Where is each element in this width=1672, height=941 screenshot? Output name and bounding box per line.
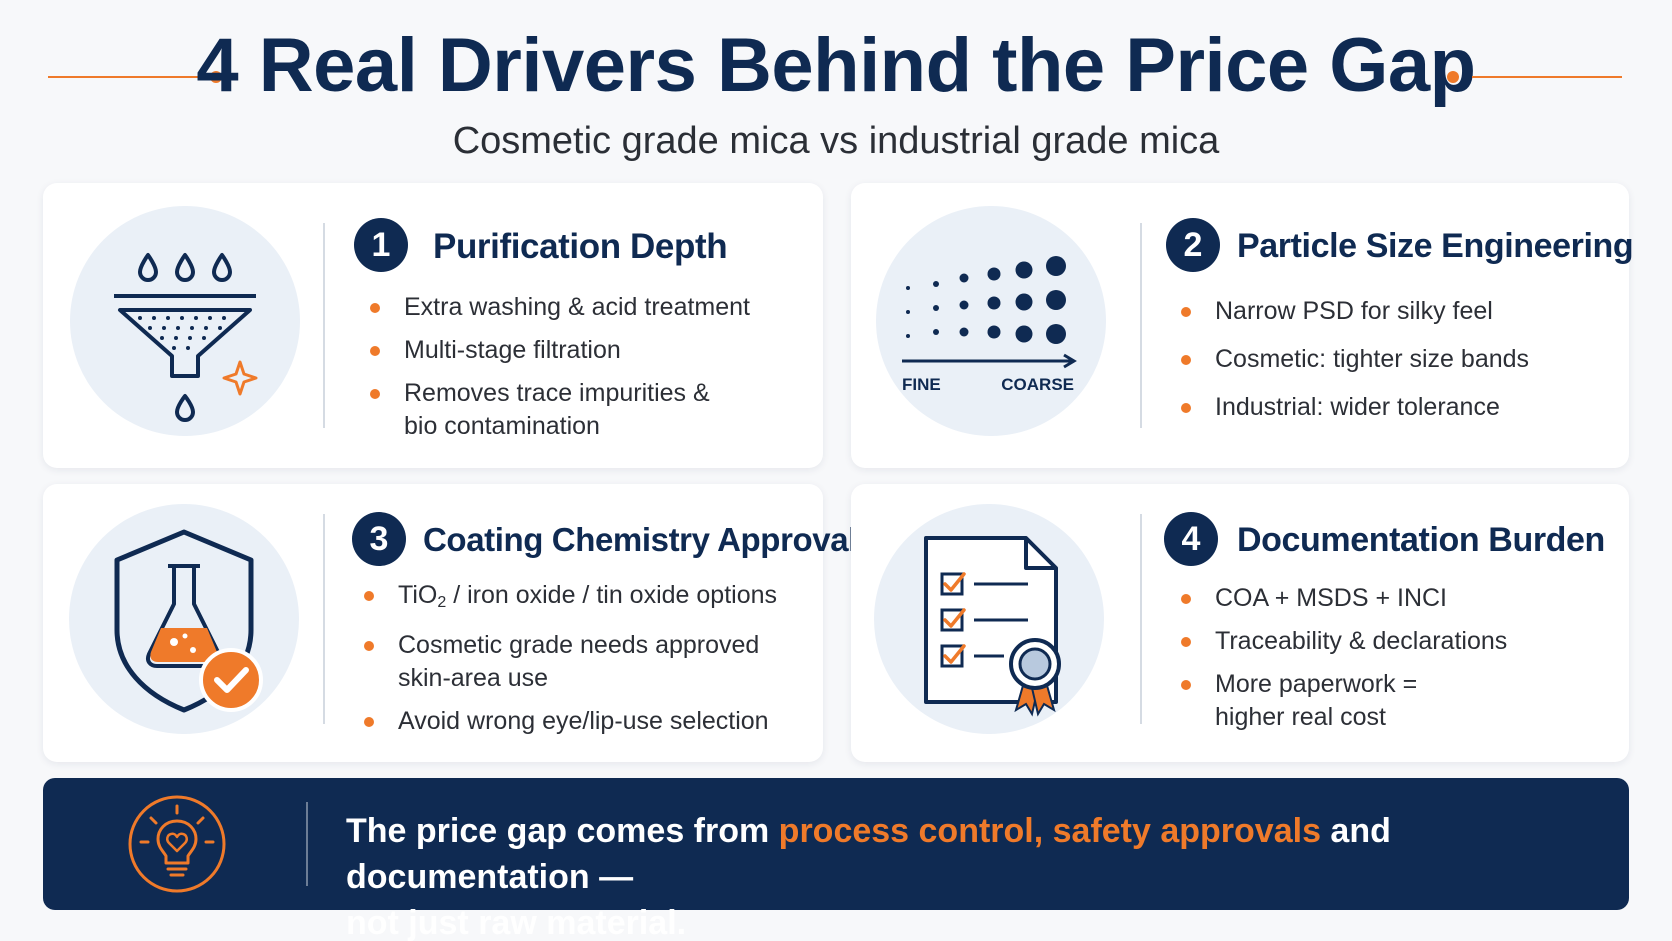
lightbulb-heart-icon [128,795,226,893]
fine-label: FINE [902,375,941,394]
banner-divider [306,802,308,886]
card-title: Documentation Burden [1237,521,1605,559]
list-item: Removes trace impurities & bio contaminat… [368,377,750,443]
card-bullet-list: Extra washing & acid treatment Multi-sta… [368,291,750,453]
card-bullet-list: TiO2 / iron oxide / tin oxide options Co… [362,579,777,748]
bullet-text: TiO [398,581,438,609]
card-divider [323,223,325,428]
bullet-text: COA + MSDS + INCI [1215,584,1448,612]
bullet-dot [364,717,374,727]
bullet-dot [1181,637,1191,647]
title-decoration-right-line [1472,76,1622,78]
list-item: Avoid wrong eye/lip-use selection [362,705,777,738]
card-title: Purification Depth [433,227,728,266]
page-subtitle: Cosmetic grade mica vs industrial grade … [452,120,1220,162]
card-divider [1140,223,1142,428]
bullet-dot [370,303,380,313]
card-purification-depth: 1 Purification Depth Extra washing & aci… [43,183,823,468]
bullet-dot [364,641,374,651]
bullet-dot [364,591,374,601]
coarse-label: COARSE [1001,375,1074,394]
list-item: Industrial: wider tolerance [1179,391,1529,424]
bullet-dot [1181,594,1191,604]
list-item: Multi-stage filtration [368,334,750,367]
funnel-filter-icon [70,206,300,436]
card-number-badge: 2 [1166,218,1220,272]
title-decoration-right-dot [1447,71,1459,83]
bullet-subscript: 2 [437,594,447,611]
bullet-dot [1181,307,1191,317]
bullet-text: Industrial: wider tolerance [1215,393,1500,421]
card-bullet-list: COA + MSDS + INCI Traceability & declara… [1179,582,1507,744]
list-item: Extra washing & acid treatment [368,291,750,324]
bullet-text: Cosmetic grade needs approved [398,631,760,659]
bullet-text: Traceability & declarations [1215,627,1508,655]
bullet-text: Cosmetic: tighter size bands [1215,345,1530,373]
banner-highlight: process control, safety approvals [778,812,1321,850]
card-number-badge: 1 [354,218,408,272]
card-bullet-list: Narrow PSD for silky feel Cosmetic: tigh… [1179,295,1529,434]
list-item: COA + MSDS + INCI [1179,582,1507,615]
bullet-text-continued: higher real cost [1215,703,1386,731]
list-item: TiO2 / iron oxide / tin oxide options [362,579,777,619]
list-item: Cosmetic: tighter size bands [1179,343,1529,376]
list-item: More paperwork = higher real cost [1179,668,1507,734]
card-coating-chemistry-approvals: 3 Coating Chemistry Approvals TiO2 / iro… [43,484,875,762]
title-decoration-left-dot [210,71,222,83]
particle-size-scale-icon: FINE COARSE [876,206,1106,436]
bullet-dot [1181,355,1191,365]
banner-text-end: and documentation — [346,812,1391,896]
bullet-dot [1181,403,1191,413]
bullet-text: Avoid wrong eye/lip-use selection [398,707,769,735]
bullet-dot [370,346,380,356]
summary-banner: The price gap comes from process control… [43,778,1629,941]
bullet-text: More paperwork = [1215,670,1418,698]
card-number-badge: 4 [1164,512,1218,566]
card-divider [1140,514,1142,724]
bullet-text-rest: / iron oxide / tin oxide options [446,581,777,609]
bullet-text: Narrow PSD for silky feel [1215,297,1493,325]
card-number-badge: 3 [352,512,406,566]
bullet-text: Multi-stage filtration [404,336,621,364]
bullet-text-continued: bio contamination [404,412,600,440]
banner-message: The price gap comes from process control… [346,808,1606,941]
card-particle-size-engineering: FINE COARSE 2 Particle Size Engineering … [851,183,1634,468]
list-item: Narrow PSD for silky feel [1179,295,1529,328]
banner-text-line2: not just raw material. [346,904,687,941]
title-decoration-left-line [48,76,198,78]
checklist-document-ribbon-icon [874,504,1104,734]
card-divider [323,514,325,724]
bullet-text-continued: skin-area use [398,664,549,692]
bullet-dot [1181,680,1191,690]
card-title: Particle Size Engineering [1237,227,1634,265]
shield-flask-check-icon [69,504,299,734]
card-title: Coating Chemistry Approvals [423,521,875,558]
banner-text-start: The price gap comes from [346,812,779,850]
bullet-dot [370,389,380,399]
card-documentation-burden: 4 Documentation Burden COA + MSDS + INCI… [851,484,1629,762]
list-item: Cosmetic grade needs approved skin-area u… [362,629,777,695]
page-title: 4 Real Drivers Behind the Price Gap [196,23,1476,108]
bullet-text: Removes trace impurities & [404,379,710,407]
header: 4 Real Drivers Behind the Price Gap Cosm… [0,0,1672,180]
bullet-text: Extra washing & acid treatment [404,293,750,321]
list-item: Traceability & declarations [1179,625,1507,658]
